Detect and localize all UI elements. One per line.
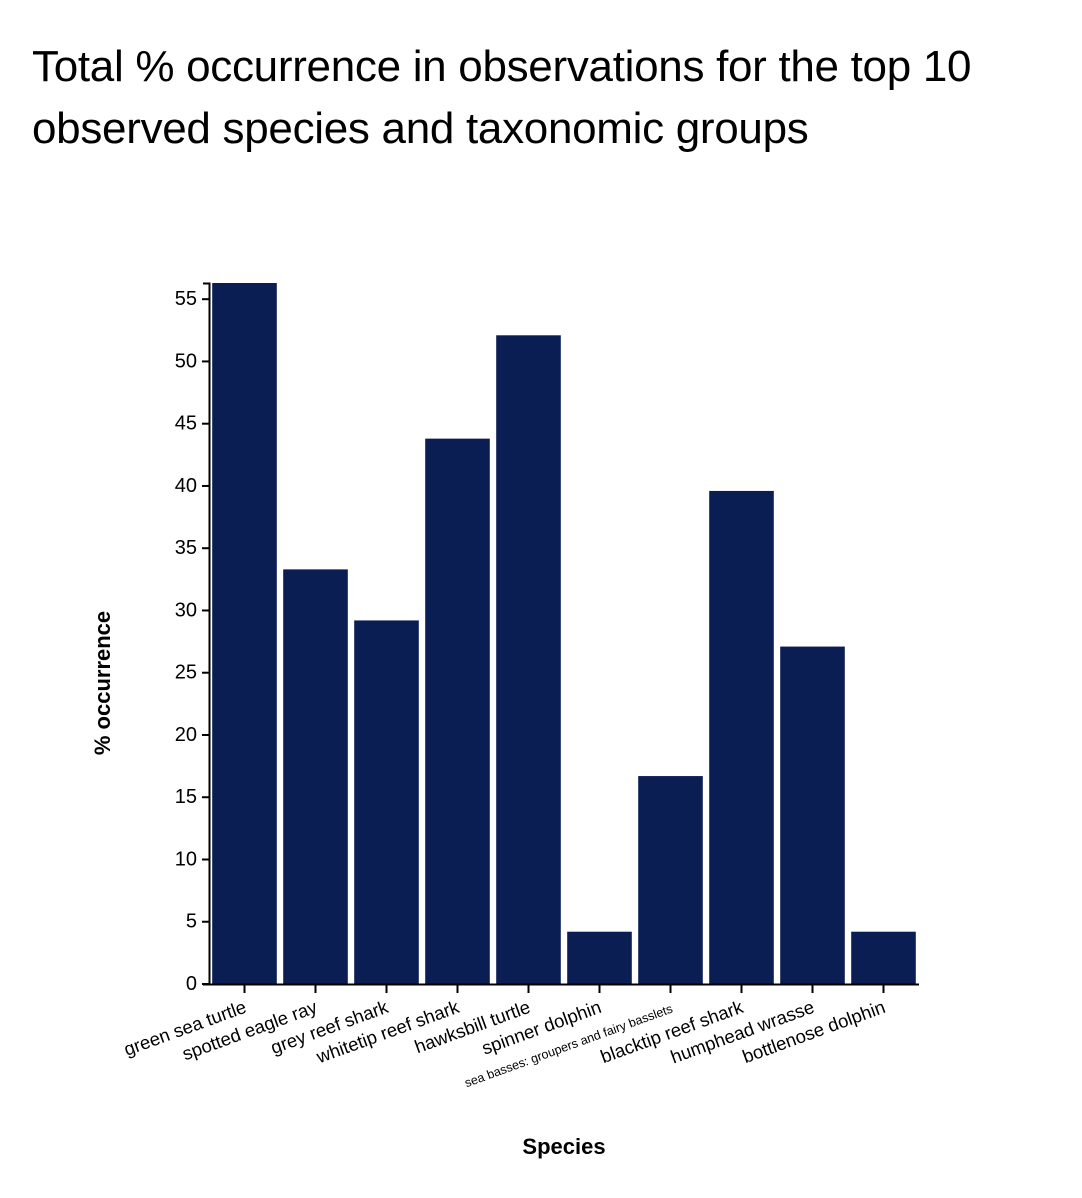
y-axis: 0 5 10 15 20 25 30 35 40 45 50 55 <box>175 282 211 995</box>
y-tick-label-2: 10 <box>175 848 197 870</box>
y-tick-label-3: 15 <box>175 786 197 808</box>
y-tick-label-4: 20 <box>175 724 197 746</box>
bar-4 <box>425 438 490 985</box>
chart-title: Total % occurrence in observations for t… <box>32 42 972 153</box>
x-axis-title: Species <box>522 1134 605 1159</box>
y-tick-label-11: 55 <box>175 288 197 310</box>
y-tick-label-5: 25 <box>175 662 197 684</box>
bar-5 <box>496 335 561 984</box>
y-tick-label-9: 45 <box>175 413 197 435</box>
bar-6 <box>567 931 632 984</box>
bar-9 <box>780 646 845 984</box>
y-axis-line <box>203 282 211 986</box>
y-tick-label-6: 30 <box>175 599 197 621</box>
y-axis-title: % occurrence <box>90 611 115 755</box>
bar-8 <box>709 490 774 984</box>
bar-10 <box>851 931 916 984</box>
bar-3 <box>354 620 419 984</box>
y-tick-label-7: 35 <box>175 537 197 559</box>
bar-2 <box>283 569 348 984</box>
y-tick-label-0: 0 <box>186 973 197 995</box>
y-tick-label-1: 5 <box>186 911 197 933</box>
bar-7 <box>638 776 703 984</box>
bars-group <box>212 283 916 985</box>
y-tick-label-10: 50 <box>175 350 197 372</box>
y-tick-label-8: 40 <box>175 475 197 497</box>
bar-1 <box>212 283 277 984</box>
